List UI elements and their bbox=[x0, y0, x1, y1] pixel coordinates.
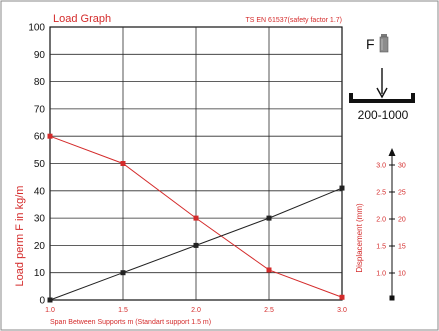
y-axis-label: Load perm F in kg/m bbox=[14, 186, 26, 287]
data-point-displacement bbox=[193, 242, 199, 248]
data-point-displacement bbox=[339, 185, 345, 191]
data-point-load bbox=[339, 294, 345, 300]
x-tick-label: 2.5 bbox=[264, 307, 274, 314]
y-tick-label: 80 bbox=[34, 77, 46, 88]
y-tick-label: 40 bbox=[34, 186, 46, 197]
load-diagram: F 200-1000 bbox=[349, 34, 415, 122]
displacement-origin-marker bbox=[389, 295, 395, 301]
y-tick-label: 90 bbox=[34, 50, 46, 61]
span-tick-label: 2.5 bbox=[376, 190, 386, 197]
y-tick-label: 100 bbox=[28, 23, 45, 34]
y-tick-label: 30 bbox=[34, 214, 46, 225]
displacement-arrow-icon bbox=[388, 148, 396, 156]
down-arrow-icon bbox=[376, 68, 388, 99]
displacement-tick-label: 30 bbox=[398, 163, 406, 170]
y-tick-label: 70 bbox=[34, 104, 46, 115]
data-point-displacement bbox=[266, 215, 272, 221]
span-tick-label: 2.0 bbox=[376, 217, 386, 224]
cable-tray-icon bbox=[349, 93, 415, 103]
data-point-load bbox=[120, 161, 126, 166]
y-tick-label: 10 bbox=[34, 268, 46, 279]
data-point-displacement bbox=[47, 297, 53, 303]
span-tick-label: 3.0 bbox=[376, 163, 386, 170]
chart-title: Load Graph bbox=[53, 13, 111, 25]
y-tick-label: 50 bbox=[34, 159, 46, 170]
chart-subtitle: TS EN 61537(safety factor 1.7) bbox=[246, 17, 343, 24]
x-axis-label: Span Between Supports m (Standart suppor… bbox=[50, 319, 211, 326]
span-tick-label: 1.0 bbox=[376, 271, 386, 278]
y-tick-label: 0 bbox=[39, 296, 45, 307]
y-tick-label: 20 bbox=[34, 241, 46, 252]
x-tick-label: 1.0 bbox=[45, 307, 55, 314]
displacement-tick-label: 15 bbox=[398, 244, 406, 251]
secondary-axis-label: Displacement (mm) bbox=[355, 203, 364, 273]
data-point-displacement bbox=[120, 270, 126, 276]
data-point-load bbox=[47, 133, 53, 139]
displacement-tick-label: 25 bbox=[398, 190, 406, 197]
range-label: 200-1000 bbox=[358, 108, 409, 122]
plot-area: 0 10 20 30 40 50 60 70 80 90 100 1.0 1.5 2.0 2.5 3.0 bbox=[28, 23, 347, 315]
x-tick-label: 1.5 bbox=[118, 307, 128, 314]
data-point-load bbox=[193, 215, 199, 221]
weight-icon bbox=[379, 34, 389, 53]
x-tick-label: 2.0 bbox=[191, 307, 201, 314]
x-tick-label: 3.0 bbox=[337, 307, 347, 314]
y-tick-label: 60 bbox=[34, 132, 46, 143]
force-label: F bbox=[366, 36, 375, 52]
displacement-tick-label: 20 bbox=[398, 217, 406, 224]
displacement-scale: 10 1.0 15 1.5 20 2.0 25 2.5 30 3.0 bbox=[376, 148, 406, 301]
span-tick-label: 1.5 bbox=[376, 244, 386, 251]
data-point-load bbox=[266, 267, 272, 273]
displacement-tick-label: 10 bbox=[398, 271, 406, 278]
